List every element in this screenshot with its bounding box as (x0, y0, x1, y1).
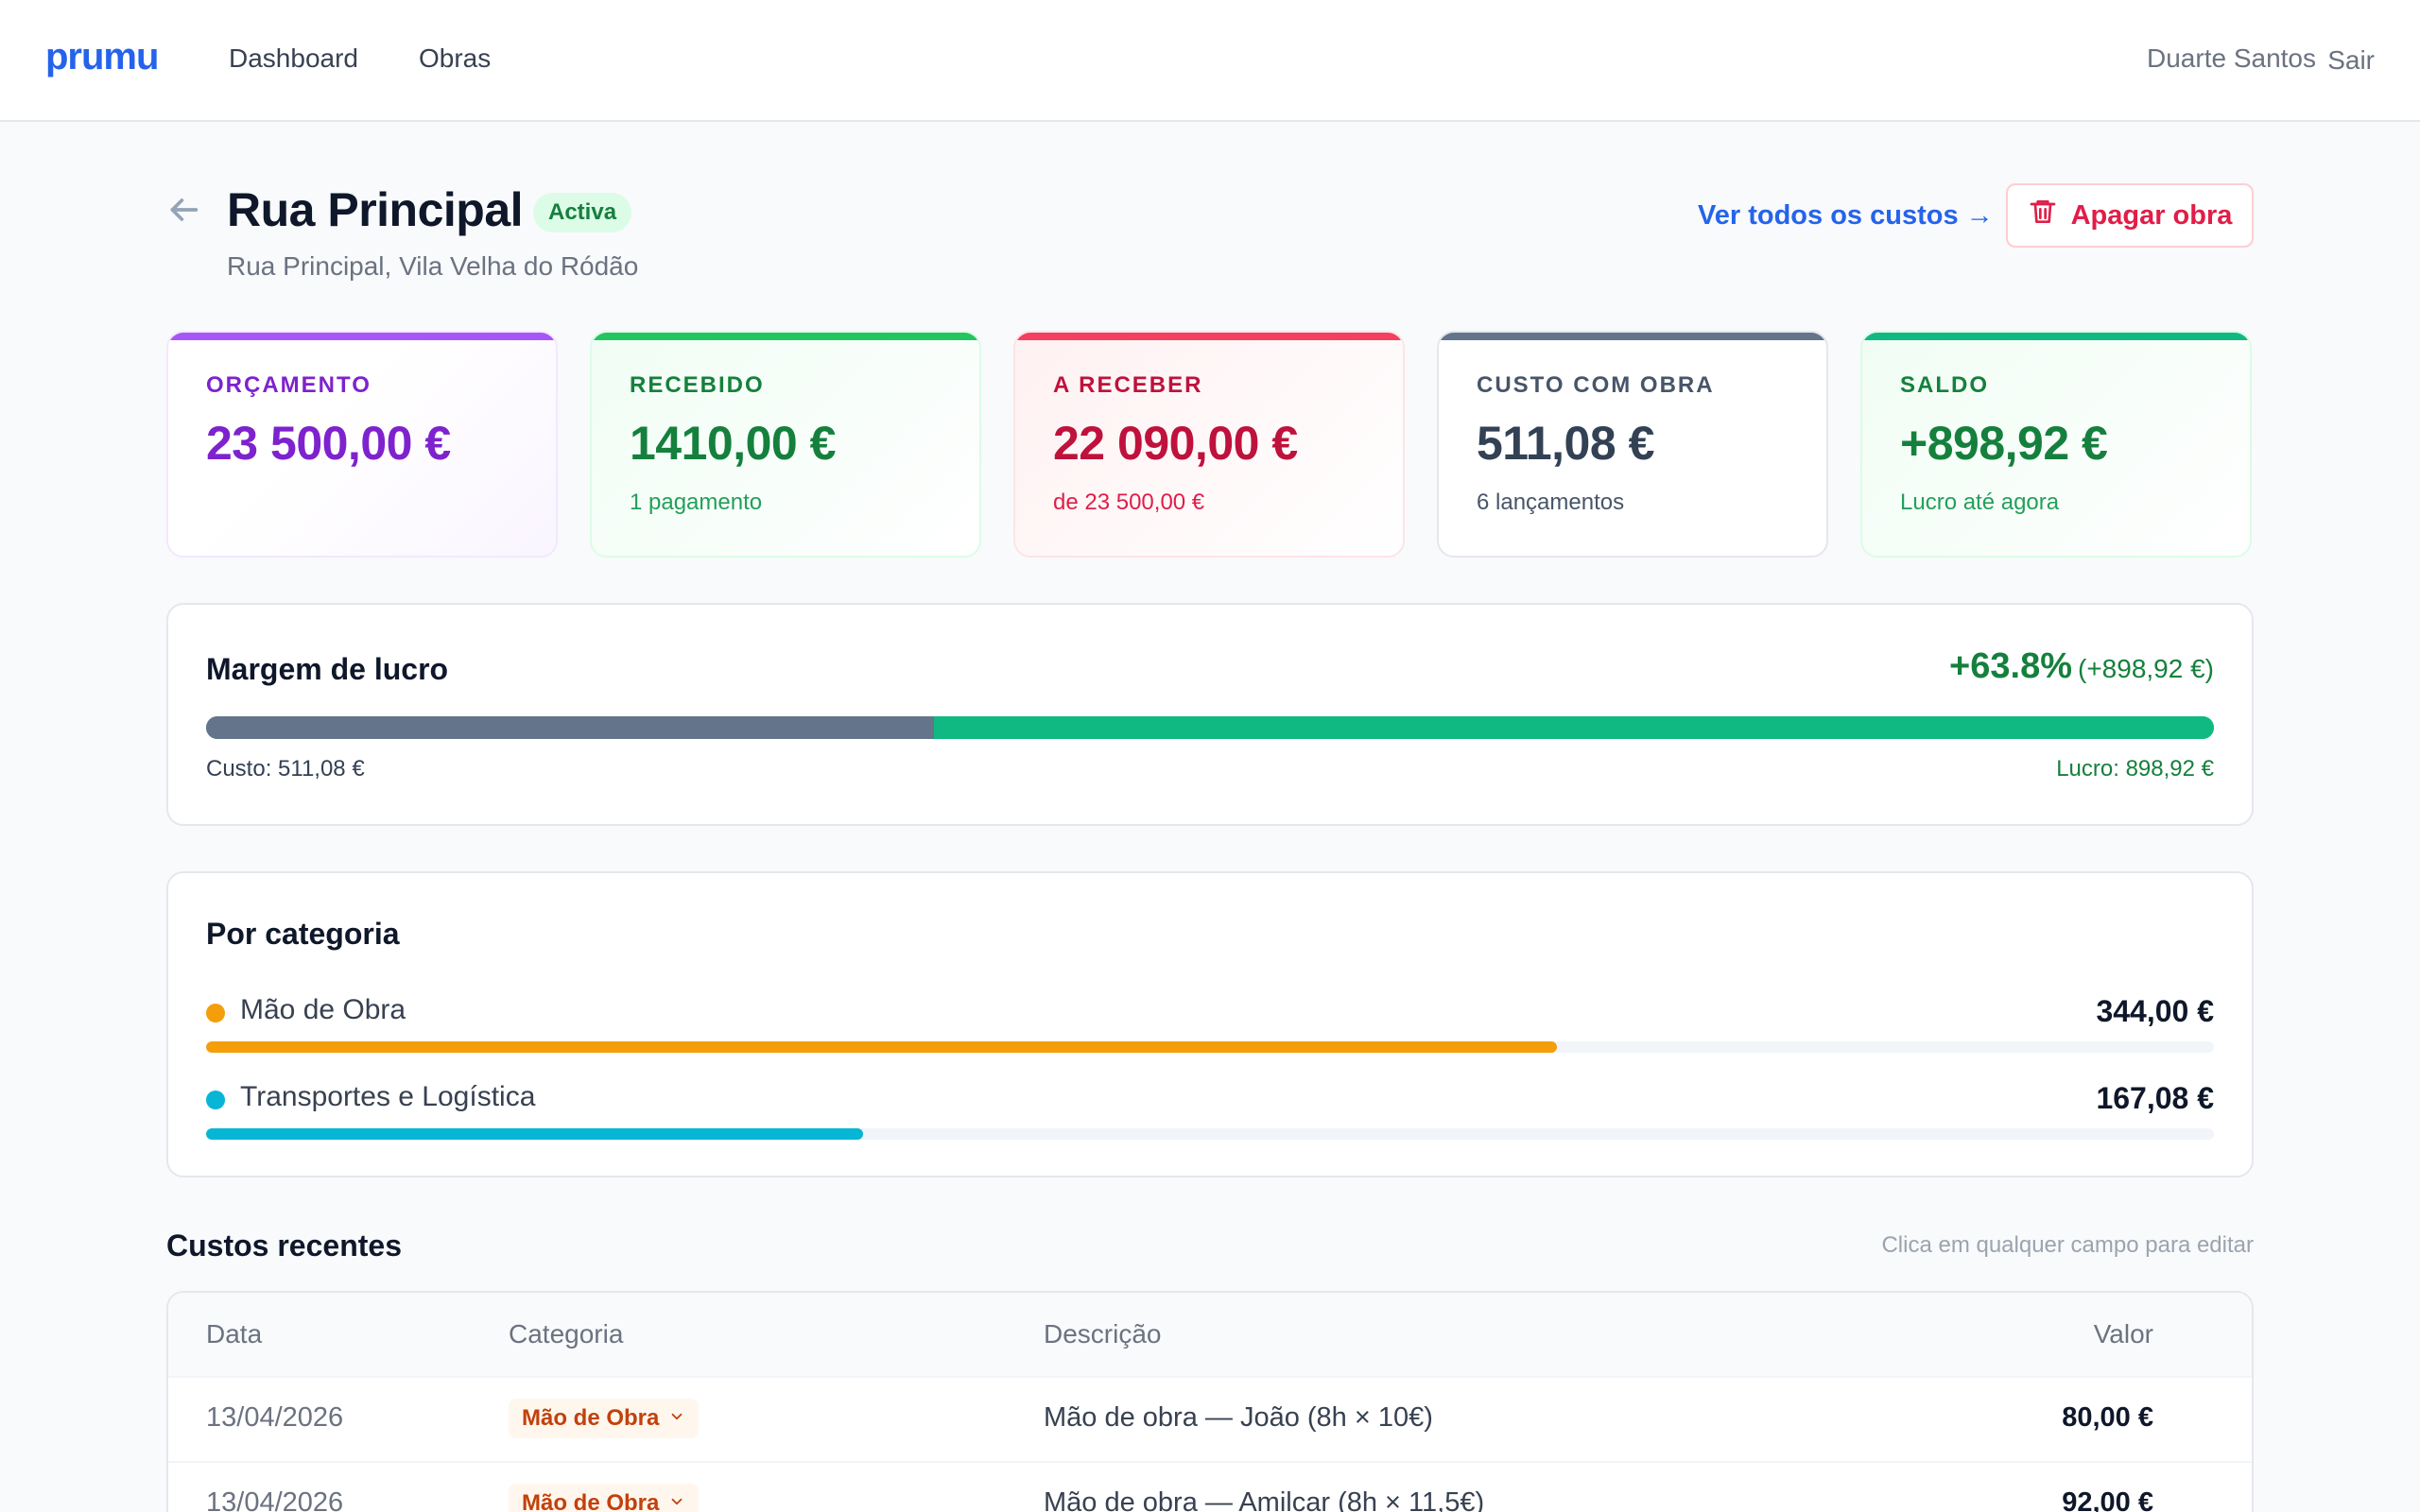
chevron-down-icon (668, 1490, 685, 1512)
category-select-value: Mão de Obra (522, 1405, 660, 1431)
category-name: Mão de Obra (240, 994, 406, 1025)
stat-sub: Lucro até agora (1900, 490, 2060, 515)
category-panel: Por categoria Mão de Obra 344,00 € Trans… (166, 871, 2254, 1177)
cell-value[interactable]: 80,00 € (2062, 1402, 2153, 1433)
category-value: 167,08 € (2096, 1081, 2214, 1115)
category-row[interactable]: Mão de Obra 344,00 € (206, 994, 2214, 1060)
stat-sub: de 23 500,00 € (1053, 490, 1205, 515)
category-select-value: Mão de Obra (522, 1490, 660, 1512)
margin-percent: +63.8% (1949, 646, 2072, 686)
stat-label: CUSTO COM OBRA (1477, 372, 1715, 398)
card-accent (1015, 333, 1403, 340)
user-name[interactable]: Duarte Santos (2147, 43, 2316, 73)
logout-link[interactable]: Sair (2327, 45, 2375, 75)
category-track (206, 1128, 2214, 1140)
stat-value: +898,92 € (1900, 417, 2108, 470)
page-title: Rua Principal (227, 183, 524, 236)
category-row[interactable]: Transportes e Logística 167,08 € (206, 1081, 2214, 1147)
cell-date[interactable]: 13/04/2026 (206, 1487, 344, 1512)
app-logo[interactable]: prumu (45, 36, 159, 77)
stat-label: RECEBIDO (630, 372, 765, 398)
nav-dashboard[interactable]: Dashboard (229, 43, 358, 73)
cell-value[interactable]: 92,00 € (2062, 1487, 2153, 1512)
project-address: Rua Principal, Vila Velha do Ródão (227, 251, 639, 281)
category-fill (206, 1128, 863, 1140)
card-accent (1439, 333, 1826, 340)
stat-value: 23 500,00 € (206, 417, 451, 470)
cell-description[interactable]: Mão de obra — João (8h × 10€) (1044, 1402, 1433, 1433)
cost-caption: Custo: 511,08 € (206, 756, 365, 782)
edit-hint: Clica em qualquer campo para editar (1881, 1232, 2254, 1258)
stat-value: 1410,00 € (630, 417, 836, 470)
category-name: Transportes e Logística (240, 1081, 536, 1112)
cell-date[interactable]: 13/04/2026 (206, 1402, 344, 1433)
card-accent (1862, 333, 2250, 340)
delete-project-label: Apagar obra (2070, 199, 2233, 231)
stat-label: ORÇAMENTO (206, 372, 372, 398)
status-badge: Activa (533, 193, 632, 232)
recent-costs-title: Custos recentes (166, 1228, 402, 1263)
category-select[interactable]: Mão de Obra (509, 1399, 700, 1438)
recent-costs-table: Data Categoria Descrição Valor 13/04/202… (166, 1291, 2254, 1512)
table-header: Data Categoria Descrição Valor (168, 1293, 2252, 1378)
margin-bar-profit (933, 716, 2214, 739)
category-dot (206, 1004, 225, 1022)
trash-icon (2028, 197, 2058, 234)
stat-label: SALDO (1900, 372, 1989, 398)
margin-absolute: (+898,92 €) (2078, 654, 2214, 683)
stat-value: 22 090,00 € (1053, 417, 1298, 470)
card-accent (168, 333, 556, 340)
column-category: Categoria (509, 1319, 624, 1349)
column-description: Descrição (1044, 1319, 1162, 1349)
stat-card-budget: ORÇAMENTO 23 500,00 € (166, 331, 558, 558)
stat-card-balance: SALDO +898,92 € Lucro até agora (1860, 331, 2252, 558)
panel-title: Margem de lucro (206, 652, 449, 686)
stat-card-cost: CUSTO COM OBRA 511,08 € 6 lançamentos (1437, 331, 1828, 558)
chevron-down-icon (668, 1405, 685, 1432)
delete-project-button[interactable]: Apagar obra (2006, 183, 2254, 248)
category-dot (206, 1091, 225, 1109)
table-row[interactable]: 13/04/2026 Mão de Obra Mão de obra — Joã… (168, 1378, 2252, 1463)
stat-sub: 1 pagamento (630, 490, 763, 515)
back-arrow-icon[interactable] (164, 191, 202, 229)
nav-obras[interactable]: Obras (419, 43, 492, 73)
category-select[interactable]: Mão de Obra (509, 1484, 700, 1512)
top-navbar: prumu Dashboard Obras Duarte Santos Sair (0, 0, 2420, 122)
category-track (206, 1041, 2214, 1053)
table-row[interactable]: 13/04/2026 Mão de Obra Mão de obra — Ami… (168, 1463, 2252, 1512)
margin-bar-cost (206, 716, 934, 739)
profit-caption: Lucro: 898,92 € (2056, 756, 2214, 782)
category-fill (206, 1041, 1558, 1053)
stat-value: 511,08 € (1477, 417, 1654, 470)
stat-label: A RECEBER (1053, 372, 1203, 398)
panel-title: Por categoria (206, 917, 400, 951)
stat-card-received: RECEBIDO 1410,00 € 1 pagamento (590, 331, 981, 558)
view-all-costs-link[interactable]: Ver todos os custos → (1698, 200, 1994, 231)
category-value: 344,00 € (2096, 994, 2214, 1028)
stat-sub: 6 lançamentos (1477, 490, 1625, 515)
column-value: Valor (2093, 1319, 2153, 1349)
margin-bar (206, 716, 2214, 739)
profit-margin-panel: Margem de lucro +63.8% (+898,92 €) Custo… (166, 603, 2254, 826)
card-accent (592, 333, 979, 340)
cell-description[interactable]: Mão de obra — Amilcar (8h × 11,5€) (1044, 1487, 1485, 1512)
stat-card-receivable: A RECEBER 22 090,00 € de 23 500,00 € (1013, 331, 1405, 558)
column-date: Data (206, 1319, 263, 1349)
